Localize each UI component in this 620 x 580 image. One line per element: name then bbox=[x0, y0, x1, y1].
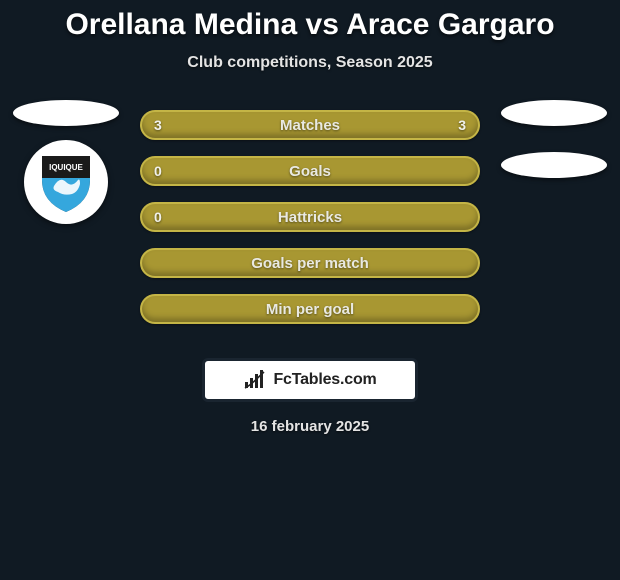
subtitle: Club competitions, Season 2025 bbox=[0, 54, 620, 72]
left-team-badge: IQUIQUE bbox=[24, 140, 108, 224]
credit-badge: FcTables.com bbox=[202, 358, 418, 402]
bar-label: Min per goal bbox=[266, 301, 354, 318]
page-title: Orellana Medina vs Arace Gargaro bbox=[0, 8, 620, 42]
comparison-card: Orellana Medina vs Arace Gargaro Club co… bbox=[0, 0, 620, 580]
bar-left-value: 0 bbox=[154, 163, 162, 179]
left-player-column: IQUIQUE bbox=[6, 100, 126, 224]
credit-text: FcTables.com bbox=[273, 371, 376, 389]
right-player-column bbox=[494, 100, 614, 204]
bar-right-value: 3 bbox=[458, 117, 466, 133]
iquique-shield-icon: IQUIQUE bbox=[34, 150, 98, 214]
bar-goals: 0 Goals bbox=[140, 156, 480, 186]
bar-left-value: 3 bbox=[154, 117, 162, 133]
left-name-pill bbox=[13, 100, 119, 126]
comparison-arena: IQUIQUE 3 Matches 3 0 Goals 0 Hattric bbox=[0, 110, 620, 340]
bar-min-per-goal: Min per goal bbox=[140, 294, 480, 324]
bar-label: Hattricks bbox=[278, 209, 342, 226]
bar-hattricks: 0 Hattricks bbox=[140, 202, 480, 232]
stat-bars: 3 Matches 3 0 Goals 0 Hattricks Goals pe… bbox=[140, 110, 480, 340]
bar-label: Goals bbox=[289, 163, 331, 180]
bar-left-value: 0 bbox=[154, 209, 162, 225]
right-name-pill-1 bbox=[501, 100, 607, 126]
bar-matches: 3 Matches 3 bbox=[140, 110, 480, 140]
bar-label: Matches bbox=[280, 117, 340, 134]
date-label: 16 february 2025 bbox=[0, 418, 620, 435]
right-name-pill-2 bbox=[501, 152, 607, 178]
bar-goals-per-match: Goals per match bbox=[140, 248, 480, 278]
bar-label: Goals per match bbox=[251, 255, 369, 272]
shield-label: IQUIQUE bbox=[49, 163, 83, 172]
stats-chart-icon bbox=[243, 370, 267, 390]
